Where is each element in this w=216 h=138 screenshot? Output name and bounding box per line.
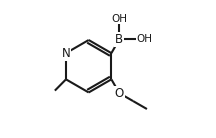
Text: N: N — [62, 47, 70, 60]
Text: B: B — [115, 33, 123, 46]
Text: OH: OH — [136, 34, 152, 44]
Text: O: O — [115, 87, 124, 100]
Text: OH: OH — [111, 14, 127, 24]
